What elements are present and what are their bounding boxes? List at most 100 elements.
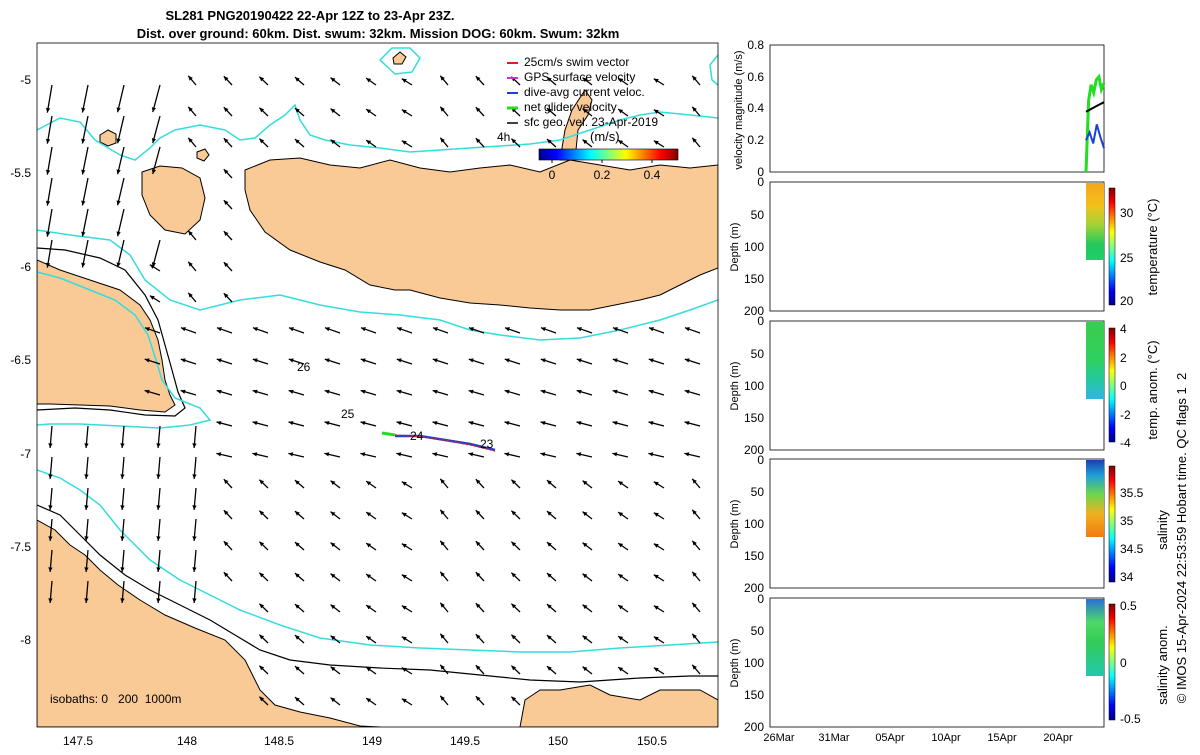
velocity-arrow xyxy=(152,115,161,144)
velocity-arrowhead xyxy=(223,572,229,577)
glider-track-red xyxy=(394,434,496,452)
map-panel: 26 25 24 23 4h isobaths: 0 200 1000m 25c… xyxy=(10,42,719,748)
velocity-arrowhead xyxy=(653,512,659,517)
velocity-arrowhead xyxy=(684,358,690,363)
speed-colorbar-label-0: 0 xyxy=(549,168,556,182)
velocity-arrowhead xyxy=(511,479,517,485)
velocity-arrowhead xyxy=(618,667,624,672)
velocity-arrowhead xyxy=(653,574,659,579)
temp-anom-cbar-tick: -4 xyxy=(1120,436,1131,450)
land-small-islet-2 xyxy=(196,148,210,162)
velocity-arrowhead xyxy=(45,231,51,237)
velocity-arrowhead xyxy=(618,605,624,610)
temp-anom-ytick: 100 xyxy=(744,379,764,393)
velocity-ytick: 0.4 xyxy=(747,101,764,115)
velocity-arrowhead xyxy=(653,605,659,610)
salinity-anom-data-patch xyxy=(1086,599,1104,676)
velocity-arrowhead xyxy=(288,452,294,457)
velocity-arrowhead xyxy=(504,327,510,332)
velocity-arrowhead xyxy=(540,452,546,457)
temperature-panel: 0 50 100 150 200 Depth (m) 30 25 20 temp… xyxy=(729,175,1160,318)
velocity-arrowhead xyxy=(192,505,197,510)
velocity-arrowhead xyxy=(223,76,229,81)
velocity-arrowhead xyxy=(48,536,53,541)
velocity-arrowhead xyxy=(192,474,197,479)
velocity-arrow xyxy=(81,208,89,237)
velocity-arrow xyxy=(46,146,53,175)
velocity-arrowhead xyxy=(653,543,659,548)
velocity-arrowhead xyxy=(288,389,294,394)
salinity-anom-ytick: 200 xyxy=(744,720,764,734)
velocity-arrowhead xyxy=(618,78,624,83)
velocity-arrowhead xyxy=(192,536,197,541)
velocity-arrowhead xyxy=(45,138,51,144)
velocity-arrowhead xyxy=(504,420,510,426)
velocity-arrowhead xyxy=(401,512,407,517)
velocity-arrowhead xyxy=(294,77,300,82)
velocity-arrowhead xyxy=(692,571,697,577)
velocity-arrowhead xyxy=(475,572,481,577)
velocity-arrowhead xyxy=(576,358,582,363)
velocity-arrowhead xyxy=(440,602,445,608)
velocity-arrowhead xyxy=(192,598,197,603)
velocity-arrowhead xyxy=(366,140,372,145)
velocity-arrowhead xyxy=(223,138,229,143)
velocity-arrowhead xyxy=(648,327,654,332)
velocity-arrow xyxy=(81,115,89,144)
velocity-arrowhead xyxy=(648,420,654,426)
velocity-arrowhead xyxy=(401,574,407,579)
velocity-panel-frame xyxy=(769,44,1105,173)
salinity-panel: 0 50 100 150 200 Depth (m) 35.5 35 34.5 … xyxy=(729,453,1170,595)
velocity-arrowhead xyxy=(692,509,697,515)
velocity-arrowhead xyxy=(432,420,438,426)
velocity-arrowhead xyxy=(259,696,265,702)
map-y-axis: -5 -5.5 -6 -6.5 -7 -7.5 -8 xyxy=(10,73,31,647)
velocity-arrowhead xyxy=(432,389,438,394)
velocity-arrowhead xyxy=(180,389,186,394)
velocity-arrowhead xyxy=(468,389,474,394)
speed-colorbar-bar xyxy=(538,148,679,161)
temperature-colorbar xyxy=(1108,187,1116,306)
legend-label-dive-avg: dive-avg current veloc. xyxy=(524,85,645,99)
temperature-ytick: 50 xyxy=(751,208,765,222)
velocity-arrowhead xyxy=(144,358,150,363)
land-south-coast-east xyxy=(519,684,718,727)
velocity-arrow xyxy=(152,239,161,268)
map-xtick-label: 148 xyxy=(177,734,197,748)
velocity-arrowhead xyxy=(396,452,402,457)
temperature-ytick: 0 xyxy=(757,175,764,189)
salinity-ytick: 100 xyxy=(744,517,764,531)
legend-label-net: net glider velocity xyxy=(524,100,617,114)
velocity-arrowhead xyxy=(504,358,510,363)
salinity-ytick: 50 xyxy=(751,485,765,499)
velocity-arrowhead xyxy=(259,138,265,144)
velocity-arrowhead xyxy=(612,358,618,363)
velocity-arrowhead xyxy=(188,261,193,267)
velocity-arrowhead xyxy=(360,327,366,332)
velocity-arrow xyxy=(81,239,89,268)
velocity-arrowhead xyxy=(330,635,336,641)
salinity-anom-cbar-label: salinity anom. xyxy=(1155,625,1170,704)
day-label-26: 26 xyxy=(297,360,311,374)
velocity-arrowhead xyxy=(546,108,552,113)
velocity-arrow xyxy=(116,84,125,113)
velocity-arrowhead xyxy=(180,327,186,332)
velocity-arrowhead xyxy=(540,327,546,332)
temp-anom-cbar-tick: -2 xyxy=(1120,408,1131,422)
land-new-guinea-south xyxy=(37,519,381,727)
velocity-arrowhead xyxy=(81,231,86,237)
velocity-arrowhead xyxy=(188,106,193,112)
velocity-arrowhead xyxy=(45,169,51,175)
velocity-arrowhead xyxy=(653,481,659,486)
velocity-arrowhead xyxy=(188,75,193,81)
velocity-arrowhead xyxy=(223,200,229,205)
velocity-arrowhead xyxy=(475,665,481,670)
velocity-arrowhead xyxy=(259,541,265,547)
velocity-arrowhead xyxy=(684,327,690,332)
temperature-ytick: 200 xyxy=(744,304,764,318)
velocity-arrowhead xyxy=(324,452,330,457)
velocity-arrow xyxy=(116,146,125,175)
velocity-arrowhead xyxy=(401,78,407,83)
velocity-arrowhead xyxy=(259,665,265,671)
velocity-arrowhead xyxy=(401,698,407,703)
